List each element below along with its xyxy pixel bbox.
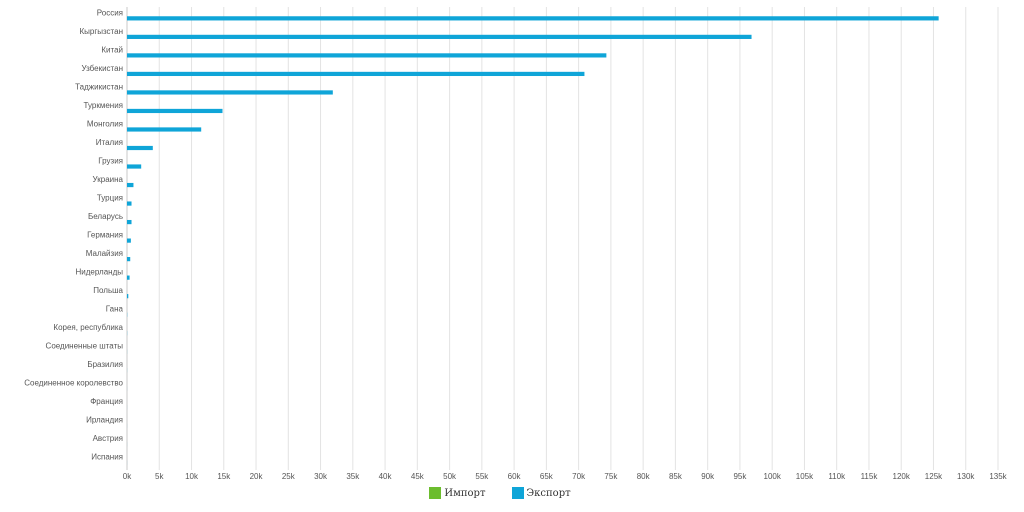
- category-label: Узбекистан: [81, 64, 123, 73]
- export-bar[interactable]: [127, 164, 142, 169]
- x-tick-label: 5k: [155, 472, 164, 480]
- category-label: Австрия: [93, 434, 123, 443]
- legend-label-export: Экспорт: [526, 487, 571, 499]
- x-tick-label: 100k: [764, 472, 782, 480]
- x-tick-label: 20k: [250, 472, 264, 480]
- x-tick-label: 0k: [123, 472, 132, 480]
- x-tick-label: 35k: [346, 472, 360, 480]
- category-label: Бразилия: [87, 360, 123, 369]
- export-bar[interactable]: [127, 145, 153, 151]
- export-bar[interactable]: [127, 90, 333, 95]
- category-label: Турция: [97, 193, 123, 202]
- category-label: Грузия: [98, 156, 123, 165]
- x-tick-label: 130k: [957, 472, 975, 480]
- category-label: Россия: [97, 8, 123, 17]
- x-tick-label: 120k: [893, 472, 911, 480]
- x-tick-label: 50k: [443, 472, 457, 480]
- category-label: Соединенное королевство: [24, 379, 123, 388]
- x-tick-label: 110k: [828, 472, 846, 480]
- category-label: Испания: [91, 453, 123, 462]
- x-tick-label: 90k: [701, 472, 715, 480]
- x-tick-label: 115k: [861, 472, 879, 480]
- export-bar[interactable]: [127, 34, 752, 39]
- x-tick-label: 60k: [508, 472, 522, 480]
- category-label: Ирландия: [86, 416, 123, 425]
- category-label: Германия: [87, 231, 123, 240]
- legend-item-import[interactable]: Импорт: [429, 487, 486, 499]
- category-label: Кыргызстан: [79, 27, 123, 36]
- bar-chart: 0k 5k 10k 15k 20k 25k 30k 35k 40k 45k 50k 55k 60k 65k…: [24, 7, 1008, 480]
- x-tick-label: 10k: [185, 472, 199, 480]
- category-label: Таджикистан: [75, 82, 123, 91]
- export-bar[interactable]: [127, 294, 129, 299]
- category-label: Франция: [90, 397, 123, 406]
- export-bar[interactable]: [127, 201, 132, 206]
- x-tick-label: 85k: [669, 472, 683, 480]
- category-label: Малайзия: [86, 249, 123, 258]
- category-label: Монголия: [87, 119, 123, 128]
- x-tick-label: 45k: [411, 472, 425, 480]
- x-tick-label: 25k: [282, 472, 296, 480]
- legend-swatch-export: [511, 487, 524, 499]
- legend: Импорт Экспорт: [0, 487, 1000, 499]
- category-label: Гана: [106, 305, 124, 314]
- export-bar[interactable]: [127, 182, 134, 188]
- legend-item-export[interactable]: Экспорт: [511, 487, 571, 499]
- category-label: Италия: [96, 138, 123, 147]
- export-bar[interactable]: [127, 219, 132, 225]
- category-label: Соединенные штаты: [46, 342, 124, 351]
- category-label: Нидерланды: [76, 268, 124, 277]
- export-bar[interactable]: [127, 238, 131, 243]
- category-label: Польша: [93, 286, 123, 295]
- x-tick-label: 125k: [925, 472, 943, 480]
- export-bar[interactable]: [127, 108, 223, 114]
- x-tick-label: 70k: [572, 472, 586, 480]
- category-label: Украина: [93, 175, 124, 184]
- x-tick-label: 40k: [379, 472, 393, 480]
- export-bar[interactable]: [127, 275, 130, 280]
- export-bar[interactable]: [127, 71, 585, 77]
- export-bar[interactable]: [127, 127, 202, 132]
- x-tick-label: 30k: [314, 472, 328, 480]
- x-tick-label: 105k: [796, 472, 814, 480]
- x-tick-label: 75k: [604, 472, 618, 480]
- export-bar[interactable]: [127, 16, 939, 21]
- export-bar[interactable]: [127, 53, 607, 58]
- x-tick-label: 135k: [989, 472, 1007, 480]
- category-label: Туркмения: [84, 101, 123, 110]
- x-tick-label: 55k: [475, 472, 489, 480]
- category-label: Китай: [101, 45, 123, 54]
- category-label: Беларусь: [88, 212, 123, 221]
- legend-label-import: Импорт: [444, 487, 486, 499]
- x-tick-label: 15k: [217, 472, 231, 480]
- x-tick-label: 95k: [733, 472, 747, 480]
- export-bar[interactable]: [127, 257, 131, 262]
- x-tick-label: 80k: [637, 472, 651, 480]
- category-label: Корея, республика: [53, 323, 123, 332]
- legend-swatch-import: [429, 487, 442, 499]
- x-tick-label: 65k: [540, 472, 554, 480]
